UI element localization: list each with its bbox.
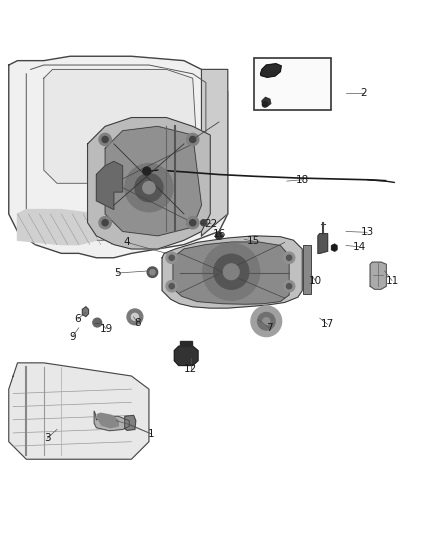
Circle shape [93, 318, 102, 327]
Text: 6: 6 [74, 314, 81, 324]
Text: 12: 12 [184, 365, 197, 374]
Text: 13: 13 [360, 228, 374, 237]
Circle shape [102, 220, 108, 226]
Circle shape [258, 312, 275, 330]
Polygon shape [82, 307, 88, 317]
Circle shape [99, 216, 111, 229]
Circle shape [143, 167, 151, 175]
Polygon shape [9, 363, 149, 459]
Circle shape [215, 232, 223, 239]
Circle shape [201, 220, 207, 226]
Text: 3: 3 [44, 433, 51, 443]
Polygon shape [370, 262, 386, 289]
Circle shape [283, 280, 295, 292]
Text: 11: 11 [385, 276, 399, 286]
Circle shape [99, 133, 111, 146]
Circle shape [223, 264, 239, 280]
Circle shape [190, 136, 196, 142]
Polygon shape [97, 413, 118, 427]
Polygon shape [174, 346, 198, 366]
Text: 22: 22 [205, 219, 218, 229]
Polygon shape [262, 98, 271, 106]
Polygon shape [318, 233, 328, 253]
FancyBboxPatch shape [254, 58, 331, 110]
Polygon shape [96, 161, 123, 209]
Circle shape [187, 216, 199, 229]
Text: 7: 7 [266, 323, 273, 333]
Polygon shape [162, 236, 302, 308]
Text: 17: 17 [321, 319, 334, 329]
Circle shape [214, 254, 249, 289]
Circle shape [187, 133, 199, 146]
Polygon shape [331, 244, 337, 252]
Circle shape [147, 267, 158, 278]
Text: 16: 16 [212, 229, 226, 239]
Polygon shape [125, 415, 136, 430]
Circle shape [262, 102, 268, 107]
Polygon shape [201, 69, 228, 236]
Circle shape [127, 309, 143, 325]
Circle shape [166, 280, 177, 292]
Text: 4: 4 [124, 237, 131, 247]
Circle shape [169, 284, 174, 289]
Polygon shape [261, 64, 281, 77]
Circle shape [131, 313, 138, 320]
Text: 2: 2 [360, 88, 367, 99]
Text: 14: 14 [353, 242, 366, 252]
Circle shape [169, 255, 174, 260]
Polygon shape [88, 118, 210, 249]
Circle shape [203, 243, 260, 300]
Circle shape [150, 270, 155, 275]
Text: 18: 18 [296, 175, 309, 185]
Polygon shape [105, 126, 201, 236]
Bar [303, 246, 311, 294]
Circle shape [286, 255, 292, 260]
Circle shape [166, 252, 177, 263]
Text: 1: 1 [148, 429, 155, 439]
Polygon shape [180, 341, 192, 346]
Circle shape [190, 220, 196, 226]
Circle shape [135, 174, 163, 201]
Polygon shape [173, 242, 289, 304]
Text: 15: 15 [247, 236, 260, 246]
Text: 19: 19 [99, 324, 113, 334]
Circle shape [263, 318, 270, 325]
Circle shape [286, 284, 292, 289]
Polygon shape [94, 411, 129, 431]
Circle shape [143, 182, 155, 194]
Text: 10: 10 [309, 276, 322, 286]
Circle shape [102, 136, 108, 142]
Polygon shape [18, 209, 96, 245]
Text: 8: 8 [134, 318, 141, 328]
Circle shape [251, 306, 282, 336]
Polygon shape [44, 69, 197, 183]
Circle shape [283, 252, 295, 263]
Text: 9: 9 [69, 332, 76, 342]
Text: 5: 5 [114, 268, 121, 278]
Polygon shape [9, 56, 228, 258]
Circle shape [125, 164, 173, 212]
